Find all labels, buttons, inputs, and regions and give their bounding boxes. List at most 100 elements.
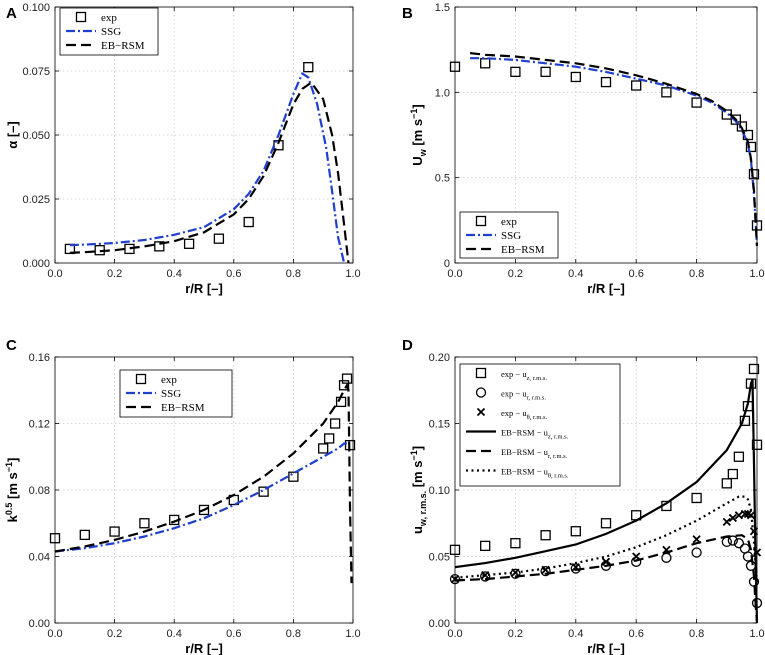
data-point-square [748,169,760,180]
x-tick-label: 0.0 [47,628,62,640]
y-label-unit: [m s [410,461,425,491]
legend: exp − uz, r.m.s.exp − ur, r.m.s.exp − uθ… [459,363,621,487]
legend-label: EB−RSM [161,402,205,414]
y-tick-label: 0.000 [22,258,50,270]
legend-label: exp − uθ, r.m.s. [501,408,548,421]
plot-frame [454,356,758,624]
x-tick-label: 0.4 [568,628,583,640]
data-point-square [745,141,757,153]
y-label-close: ] [410,104,425,108]
series-c-2-line [55,382,353,584]
data-point-square [733,451,745,462]
legend-label: exp [101,12,117,24]
series-a-1-line [69,71,346,263]
data-point-square [480,540,491,552]
legend-label-text: SSG [501,230,521,242]
data-point-cross [722,517,731,527]
legend-marker-square [135,373,147,385]
legend-label-text: exp [161,374,177,386]
data-point-circle [540,565,551,577]
data-point-square [243,216,254,228]
data-point-cross [728,513,737,523]
legend-label-text: EB−RSM [101,40,145,52]
x-tick-label: 0.8 [689,268,704,280]
legend-label-text: EB−RSM − u [501,428,549,438]
plot-frame [454,6,758,264]
series-c-0-markers [49,373,356,544]
data-point-square [213,233,225,244]
data-point-square [730,114,742,125]
y-label-unit: [m s [410,119,425,149]
x-tick-label: 0.2 [508,628,523,640]
series-d-2-markers [450,509,762,584]
legend-label: exp [501,216,517,228]
y-label-close: ] [410,446,425,450]
data-point-square [661,87,672,98]
legend-label-text: SSG [101,26,121,38]
y-label-main: U [410,156,425,165]
x-axis-label: r/R [–] [587,641,625,655]
chart-panel-a: 0.0 0.2 0.4 0.6 0.8 1.0 0.000 0.025 0.050 0.075 0.… [5,2,361,296]
legend-label-text: exp − u [501,408,527,418]
data-point-square [691,492,702,504]
legend-label: EB−RSM − uz, r.m.s. [501,428,569,441]
data-point-square [600,76,612,88]
x-tick-label: 0.0 [447,268,462,280]
data-point-square [303,62,314,73]
legend-marker-square [75,11,87,23]
data-point-cross [601,557,611,566]
y-tick-label: 0.15 [429,419,450,431]
y-label-close: ] [5,458,20,462]
legend-label: SSG [101,26,121,38]
data-point-square [540,530,551,541]
plot-frame [54,356,354,624]
data-point-square [748,363,760,375]
y-tick-label: 0.5 [435,173,450,185]
panel-letter: D [402,337,413,354]
data-point-square [258,486,269,497]
legend-label: SSG [501,230,521,242]
x-tick-label: 1.0 [749,628,764,640]
data-point-circle [733,538,745,549]
y-tick-label: 0 [444,258,450,270]
data-point-cross [692,535,701,544]
x-axis-label: r/R [–] [185,641,223,655]
data-point-square [154,241,165,252]
chart-panel-c: 0.0 0.2 0.4 0.6 0.8 1.0 0.00 0.04 0.08 0.12 0.16 ex… [4,337,361,655]
legend-label-text: EB−RSM − u [501,447,549,457]
legend-label-text: exp − u [501,389,527,399]
y-axis-label: k0.5 [m s−1] [4,458,20,523]
legend: exp SSG EB−RSM [119,369,233,418]
data-point-cross [481,570,490,580]
data-point-square [721,478,732,489]
legend-label-text: exp [501,216,517,228]
y-tick-label: 0.20 [429,352,450,364]
series-b-2-line [469,52,759,246]
data-point-square [329,418,341,429]
x-tick-label: 0.4 [167,628,182,640]
legend-label: EB−RSM − uθ, r.m.s. [501,467,569,480]
y-tick-label: 1.0 [435,87,450,99]
legend-label-text: EB−RSM [161,402,205,414]
legend: exp SSG EB−RSM [459,211,559,259]
legend-marker-cross [476,407,486,417]
y-label-subscript: w, r.m.s. [418,491,428,527]
x-tick-label: 0.6 [226,628,241,640]
series-d-3-line [455,379,759,623]
data-point-square [139,518,150,529]
x-tick-label: 0.6 [629,628,644,640]
y-tick-label: 0.00 [29,618,50,630]
y-tick-label: 0.16 [29,352,50,364]
data-point-square [324,433,335,444]
legend-label-text: exp − u [501,369,527,379]
legend-label: exp [161,374,177,386]
x-tick-label: 0.8 [286,628,301,640]
y-label-main: α [–] [5,121,20,149]
y-tick-label: 0.050 [22,130,50,142]
data-point-circle [480,571,491,582]
legend-label: EB−RSM [501,244,545,256]
data-point-circle [727,535,738,546]
y-label-unit-exponent: −1 [4,462,14,472]
data-point-square [109,526,120,537]
